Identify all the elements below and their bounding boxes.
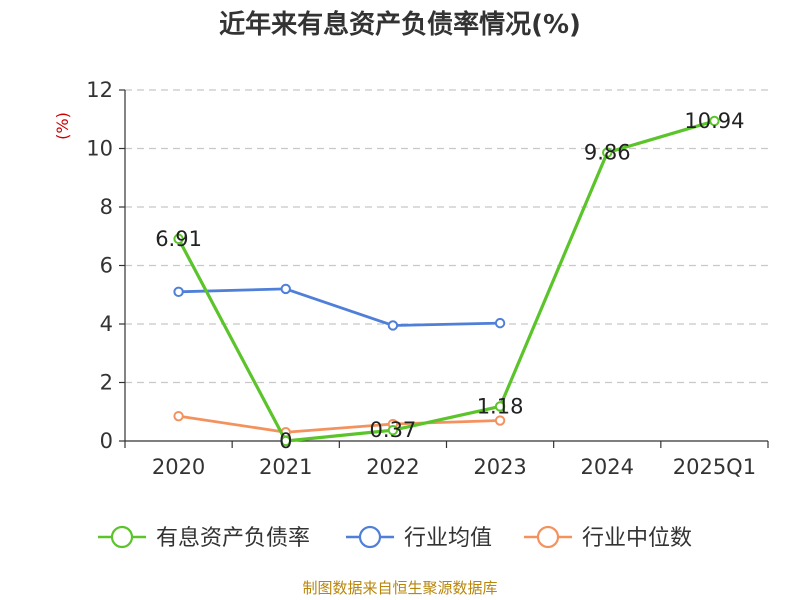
data-point — [387, 320, 399, 331]
data-point — [173, 410, 184, 422]
x-tick-label: 2024 — [581, 455, 634, 479]
legend-marker — [358, 525, 382, 549]
data-label: 0 — [279, 429, 292, 453]
series-line — [178, 287, 501, 327]
data-label: 6.91 — [155, 227, 202, 251]
y-tick-label: 12 — [86, 78, 113, 102]
data-point — [387, 424, 399, 436]
data-label: 10.94 — [684, 109, 744, 133]
data-point — [494, 317, 506, 329]
legend-marker — [536, 525, 560, 549]
data-point — [280, 283, 291, 295]
y-axis-label: (%) — [53, 112, 72, 140]
y-tick-label: 6 — [100, 254, 113, 278]
y-tick-label: 2 — [100, 371, 113, 395]
legend-label: 行业中位数 — [582, 526, 692, 551]
data-labels: 6.91 0 0.37 1.18 9.86 10.94 — [155, 109, 744, 453]
source-note: 制图数据来自恒生聚源数据库 — [302, 579, 497, 597]
data-point — [494, 415, 506, 426]
legend-label: 有息资产负债率 — [156, 526, 310, 551]
legend-label: 行业均值 — [404, 526, 492, 551]
legend-item[interactable]: 行业中位数 — [524, 525, 692, 551]
data-label: 1.18 — [477, 394, 524, 418]
data-label: 9.86 — [584, 141, 631, 165]
legend-marker — [110, 525, 134, 549]
legend[interactable]: 有息资产负债率 行业均值 行业中位数 — [98, 525, 692, 551]
data-point — [602, 147, 613, 158]
chart-title: 近年来有息资产负债率情况(%) — [219, 9, 581, 40]
x-tick-label: 2022 — [366, 455, 419, 479]
y-tick-label: 4 — [100, 312, 113, 336]
x-tick-label: 2020 — [152, 455, 205, 479]
series-layer — [173, 115, 720, 447]
data-point — [494, 401, 506, 412]
x-tick-label: 2025Q1 — [673, 455, 756, 479]
data-label: 0.37 — [370, 418, 417, 442]
data-point — [173, 286, 184, 298]
legend-item[interactable]: 有息资产负债率 — [98, 525, 310, 551]
x-tick-label: 2021 — [259, 455, 312, 479]
data-point — [709, 115, 720, 127]
legend-item[interactable]: 行业均值 — [346, 525, 492, 551]
y-tick-label: 10 — [86, 137, 113, 161]
y-tick-label: 0 — [100, 429, 113, 453]
series-line — [178, 414, 501, 434]
data-point — [280, 435, 291, 447]
axes: 0 2 4 6 8 10 12 2020 2021 2022 2023 2024 2025Q1 — [86, 78, 769, 479]
x-tick-label: 2023 — [473, 455, 526, 479]
series-line — [177, 119, 715, 443]
y-tick-label: 8 — [100, 195, 113, 219]
data-point — [173, 233, 184, 245]
